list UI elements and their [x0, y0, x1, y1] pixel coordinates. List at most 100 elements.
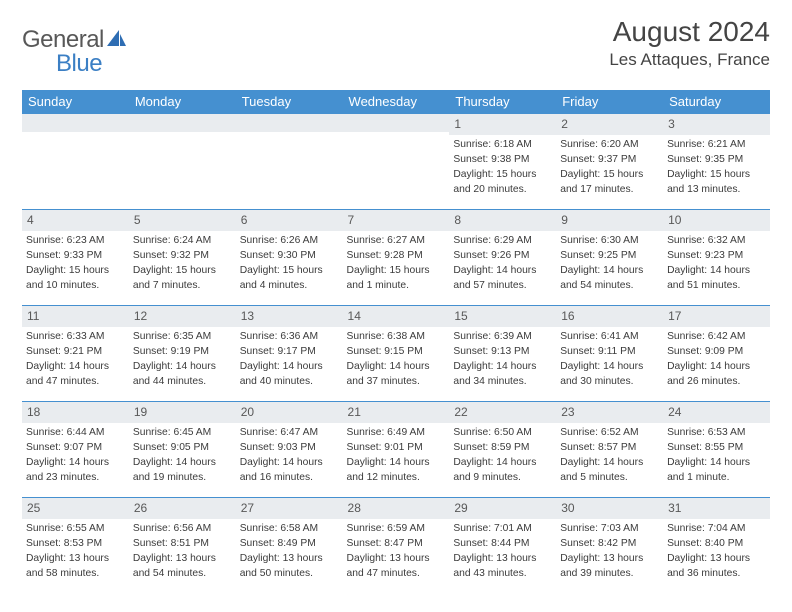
day-number: 9 — [556, 210, 663, 231]
cell-line: Sunrise: 6:44 AM — [26, 426, 125, 441]
day-number: 11 — [22, 306, 129, 327]
day-number — [129, 114, 236, 132]
cell-line: Sunset: 9:33 PM — [26, 249, 125, 264]
cell-line: Daylight: 14 hours and 16 minutes. — [240, 456, 339, 486]
cell-line: Daylight: 15 hours and 13 minutes. — [667, 168, 766, 198]
calendar-cell: 3Sunrise: 6:21 AMSunset: 9:35 PMDaylight… — [663, 114, 770, 210]
cell-line: Daylight: 14 hours and 57 minutes. — [453, 264, 552, 294]
day-number: 26 — [129, 498, 236, 519]
day-number: 14 — [343, 306, 450, 327]
day-number: 16 — [556, 306, 663, 327]
cell-lines: Sunrise: 7:01 AMSunset: 8:44 PMDaylight:… — [453, 522, 552, 582]
cell-line: Sunset: 9:35 PM — [667, 153, 766, 168]
cell-line: Sunset: 8:55 PM — [667, 441, 766, 456]
cell-line: Sunset: 9:26 PM — [453, 249, 552, 264]
cell-line: Sunrise: 6:32 AM — [667, 234, 766, 249]
calendar-row: 1 Sunrise: 6:18 AMSunset: 9:38 PMDaylight… — [22, 114, 770, 210]
day-number — [22, 114, 129, 132]
col-monday: Monday — [129, 90, 236, 114]
cell-lines: Sunrise: 6:58 AMSunset: 8:49 PMDaylight:… — [240, 522, 339, 582]
cell-line: Daylight: 13 hours and 54 minutes. — [133, 552, 232, 582]
calendar-cell: 18Sunrise: 6:44 AMSunset: 9:07 PMDayligh… — [22, 402, 129, 498]
calendar-cell: 13Sunrise: 6:36 AMSunset: 9:17 PMDayligh… — [236, 306, 343, 402]
day-number: 20 — [236, 402, 343, 423]
cell-line: Sunset: 9:28 PM — [347, 249, 446, 264]
cell-lines: Sunrise: 6:27 AMSunset: 9:28 PMDaylight:… — [347, 234, 446, 294]
calendar-cell: 11 Sunrise: 6:33 AMSunset: 9:21 PMDayligh… — [22, 306, 129, 402]
cell-lines: Sunrise: 6:29 AMSunset: 9:26 PMDaylight:… — [453, 234, 552, 294]
cell-line: Daylight: 14 hours and 9 minutes. — [453, 456, 552, 486]
cell-line: Sunset: 8:49 PM — [240, 537, 339, 552]
calendar-cell: 20 Sunrise: 6:47 AMSunset: 9:03 PMDayligh… — [236, 402, 343, 498]
cell-line: Daylight: 13 hours and 36 minutes. — [667, 552, 766, 582]
day-number: 17 — [663, 306, 770, 327]
cell-line: Daylight: 13 hours and 43 minutes. — [453, 552, 552, 582]
cell-line: Sunrise: 6:41 AM — [560, 330, 659, 345]
cell-line: Sunrise: 7:01 AM — [453, 522, 552, 537]
cell-lines: Sunrise: 6:18 AMSunset: 9:38 PMDaylight:… — [453, 138, 552, 198]
cell-line: Sunset: 9:13 PM — [453, 345, 552, 360]
col-tuesday: Tuesday — [236, 90, 343, 114]
day-number: 3 — [663, 114, 770, 135]
calendar-cell: 29 Sunrise: 7:01 AMSunset: 8:44 PMDayligh… — [449, 498, 556, 594]
day-number: 31 — [663, 498, 770, 519]
cell-lines: Sunrise: 6:47 AMSunset: 9:03 PMDaylight:… — [240, 426, 339, 486]
day-number: 29 — [449, 498, 556, 519]
cell-lines: Sunrise: 7:03 AMSunset: 8:42 PMDaylight:… — [560, 522, 659, 582]
calendar-cell: 1 Sunrise: 6:18 AMSunset: 9:38 PMDaylight… — [449, 114, 556, 210]
calendar-cell — [22, 114, 129, 210]
cell-line: Sunrise: 6:52 AM — [560, 426, 659, 441]
cell-line: Sunset: 8:44 PM — [453, 537, 552, 552]
cell-line: Daylight: 13 hours and 58 minutes. — [26, 552, 125, 582]
cell-lines: Sunrise: 6:45 AMSunset: 9:05 PMDaylight:… — [133, 426, 232, 486]
cell-line: Sunrise: 6:24 AM — [133, 234, 232, 249]
cell-lines: Sunrise: 6:33 AMSunset: 9:21 PMDaylight:… — [26, 330, 125, 390]
cell-line: Daylight: 14 hours and 12 minutes. — [347, 456, 446, 486]
cell-line: Daylight: 14 hours and 34 minutes. — [453, 360, 552, 390]
calendar-cell: 4Sunrise: 6:23 AMSunset: 9:33 PMDaylight… — [22, 210, 129, 306]
calendar-cell: 25Sunrise: 6:55 AMSunset: 8:53 PMDayligh… — [22, 498, 129, 594]
cell-lines: Sunrise: 6:24 AMSunset: 9:32 PMDaylight:… — [133, 234, 232, 294]
day-number: 19 — [129, 402, 236, 423]
calendar-cell: 17Sunrise: 6:42 AMSunset: 9:09 PMDayligh… — [663, 306, 770, 402]
day-number: 27 — [236, 498, 343, 519]
logo-text-blue: Blue — [56, 50, 102, 77]
calendar-cell: 22Sunrise: 6:50 AMSunset: 8:59 PMDayligh… — [449, 402, 556, 498]
cell-line: Sunrise: 6:49 AM — [347, 426, 446, 441]
cell-line: Daylight: 13 hours and 50 minutes. — [240, 552, 339, 582]
cell-line: Sunset: 9:09 PM — [667, 345, 766, 360]
cell-line: Sunrise: 6:39 AM — [453, 330, 552, 345]
cell-line: Sunrise: 7:04 AM — [667, 522, 766, 537]
cell-lines: Sunrise: 7:04 AMSunset: 8:40 PMDaylight:… — [667, 522, 766, 582]
day-number: 30 — [556, 498, 663, 519]
cell-lines: Sunrise: 6:39 AMSunset: 9:13 PMDaylight:… — [453, 330, 552, 390]
cell-lines: Sunrise: 6:41 AMSunset: 9:11 PMDaylight:… — [560, 330, 659, 390]
day-number: 28 — [343, 498, 450, 519]
day-number: 25 — [22, 498, 129, 519]
calendar-cell — [236, 114, 343, 210]
day-number: 15 — [449, 306, 556, 327]
calendar-row: 18Sunrise: 6:44 AMSunset: 9:07 PMDayligh… — [22, 402, 770, 498]
day-number: 12 — [129, 306, 236, 327]
cell-line: Sunrise: 6:45 AM — [133, 426, 232, 441]
cell-line: Sunrise: 6:55 AM — [26, 522, 125, 537]
cell-line: Sunrise: 6:50 AM — [453, 426, 552, 441]
cell-line: Sunset: 8:57 PM — [560, 441, 659, 456]
day-number: 6 — [236, 210, 343, 231]
cell-line: Sunset: 9:37 PM — [560, 153, 659, 168]
cell-line: Sunset: 9:21 PM — [26, 345, 125, 360]
day-number: 1 — [449, 114, 556, 135]
cell-line: Daylight: 14 hours and 30 minutes. — [560, 360, 659, 390]
cell-line: Daylight: 14 hours and 26 minutes. — [667, 360, 766, 390]
cell-line: Sunset: 8:47 PM — [347, 537, 446, 552]
calendar-cell: 31 Sunrise: 7:04 AMSunset: 8:40 PMDayligh… — [663, 498, 770, 594]
cell-line: Sunrise: 6:27 AM — [347, 234, 446, 249]
cell-lines: Sunrise: 6:53 AMSunset: 8:55 PMDaylight:… — [667, 426, 766, 486]
cell-line: Daylight: 14 hours and 19 minutes. — [133, 456, 232, 486]
day-number: 18 — [22, 402, 129, 423]
day-number: 24 — [663, 402, 770, 423]
cell-line: Daylight: 14 hours and 47 minutes. — [26, 360, 125, 390]
calendar-cell: 8Sunrise: 6:29 AMSunset: 9:26 PMDaylight… — [449, 210, 556, 306]
cell-lines: Sunrise: 6:38 AMSunset: 9:15 PMDaylight:… — [347, 330, 446, 390]
cell-line: Sunrise: 6:20 AM — [560, 138, 659, 153]
